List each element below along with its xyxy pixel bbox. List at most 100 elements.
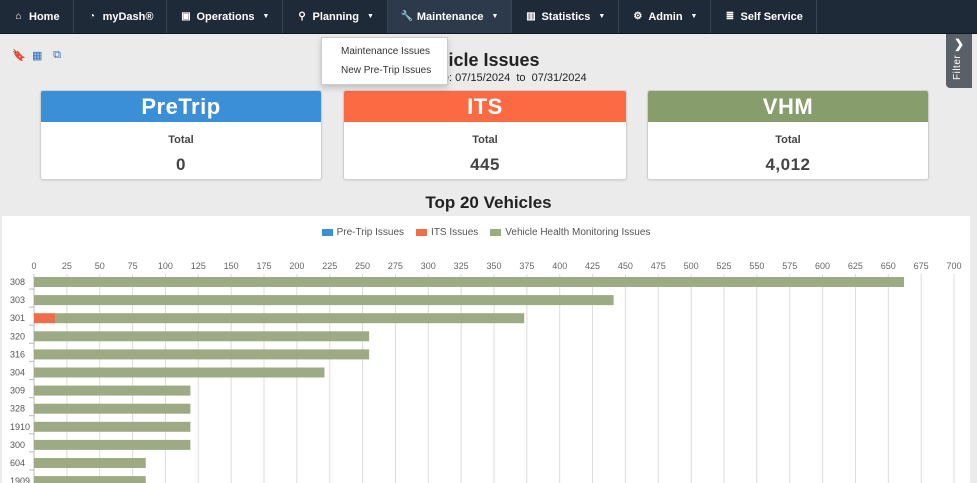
bar-vehicle-health-monitoring-issues[interactable] <box>34 331 370 342</box>
wrench-icon: 🔧 <box>400 11 414 22</box>
external-link-icon[interactable]: ⧉ <box>53 49 61 61</box>
card-label: Total <box>472 134 498 146</box>
y-tick-label: 300 <box>10 440 25 450</box>
x-tick-label: 450 <box>618 261 633 271</box>
card-label: Total <box>775 134 801 146</box>
nav-item-admin[interactable]: ⚙ Admin ▼ <box>619 0 712 33</box>
filter-tab[interactable]: ❯ Filter <box>946 34 972 88</box>
bus-icon: ▣ <box>181 11 191 22</box>
x-tick-label: 600 <box>815 261 830 271</box>
x-tick-label: 525 <box>716 261 731 271</box>
x-tick-label: 425 <box>585 261 600 271</box>
x-tick-label: 650 <box>881 261 896 271</box>
nav-item-planning[interactable]: ⚲ Planning ▼ <box>283 0 388 33</box>
bar-vehicle-health-monitoring-issues[interactable] <box>34 476 146 483</box>
database-icon: ≣ <box>725 11 735 22</box>
pretrip-card: PreTrip Total 0 <box>40 90 322 180</box>
card-value: 4,012 <box>765 155 811 174</box>
card-value: 445 <box>470 155 500 174</box>
x-tick-label: 100 <box>158 261 173 271</box>
nav-item-self-service[interactable]: ≣ Self Service <box>711 0 817 33</box>
x-tick-label: 25 <box>62 261 72 271</box>
filter-label: Filter <box>952 54 963 80</box>
legend-label: ITS Issues <box>431 227 479 238</box>
nav-item-mydash[interactable]: ◔ myDash® <box>74 0 168 33</box>
x-tick-label: 675 <box>914 261 929 271</box>
bar-vehicle-health-monitoring-issues[interactable] <box>34 439 191 450</box>
nav-item-label: myDash® <box>102 10 154 23</box>
y-tick-label: 308 <box>10 277 25 287</box>
bar-vehicle-health-monitoring-issues[interactable] <box>34 458 146 468</box>
caret-down-icon: ▼ <box>690 13 698 20</box>
legend-swatch <box>416 229 428 236</box>
dropdown-item[interactable]: New Pre-Trip Issues <box>341 65 432 76</box>
calendar-icon[interactable]: ▦ <box>32 50 43 62</box>
nav-item-label: Statistics <box>541 10 591 23</box>
x-tick-label: 225 <box>322 261 337 271</box>
x-tick-label: 625 <box>848 261 863 271</box>
maintenance-dropdown-menu: Maintenance Issues New Pre-Trip Issues <box>321 37 448 85</box>
chevron-right-icon: ❯ <box>953 37 965 51</box>
map-marker-icon: ⚲ <box>298 11 306 22</box>
caret-down-icon: ▼ <box>262 13 270 20</box>
dropdown-item[interactable]: Maintenance Issues <box>341 46 430 57</box>
legend-swatch <box>490 229 502 236</box>
y-tick-label: 304 <box>10 368 25 378</box>
x-tick-label: 175 <box>256 261 271 271</box>
y-tick-label: 320 <box>10 331 25 341</box>
bar-vehicle-health-monitoring-issues[interactable] <box>34 277 905 287</box>
nav-item-label: Planning <box>312 10 359 23</box>
bar-its-issues[interactable] <box>34 313 56 324</box>
x-tick-label: 125 <box>191 261 206 271</box>
nav-item-home[interactable]: ⌂ Home <box>0 0 74 33</box>
caret-down-icon: ▼ <box>491 13 499 20</box>
dashboard-icon: ◔ <box>89 11 96 22</box>
y-tick-label: 604 <box>10 458 25 468</box>
top-navbar: ⌂ Home ◔ myDash® ▣ Operations ▼ ⚲ Planning ▼ 🔧 Main… <box>0 0 977 34</box>
x-tick-label: 325 <box>454 261 469 271</box>
bar-vehicle-health-monitoring-issues[interactable] <box>34 367 325 378</box>
caret-down-icon: ▼ <box>598 13 606 20</box>
nav-item-operations[interactable]: ▣ Operations ▼ <box>167 0 284 33</box>
x-tick-label: 75 <box>128 261 138 271</box>
nav-item-statistics[interactable]: ▥ Statistics ▼ <box>512 0 620 33</box>
report-tools: 🔖 ▦ ⧉ <box>12 49 62 62</box>
y-tick-label: 309 <box>10 386 25 396</box>
chart-legend: Pre-Trip Issues ITS Issues Vehicle Health … <box>2 227 970 238</box>
x-tick-label: 250 <box>355 261 370 271</box>
home-icon: ⌂ <box>15 11 22 22</box>
y-tick-label: 316 <box>10 349 25 359</box>
nav-item-label: Self Service <box>740 10 803 23</box>
nav-item-label: Home <box>29 10 60 23</box>
card-value: 0 <box>176 155 186 174</box>
legend-label: Pre-Trip Issues <box>336 227 405 238</box>
caret-down-icon: ▼ <box>366 13 374 20</box>
x-tick-label: 350 <box>486 261 501 271</box>
its-card: ITS Total 445 <box>343 90 627 180</box>
card-title: VHM <box>648 91 928 122</box>
nav-item-label: Maintenance <box>416 10 484 23</box>
chart-panel: Pre-Trip Issues ITS Issues Vehicle Health … <box>2 216 970 483</box>
date-range: Date Range: 07/15/2024 to 07/31/2024 <box>390 72 587 84</box>
bar-vehicle-health-monitoring-issues[interactable] <box>34 295 614 306</box>
legend-item[interactable]: Vehicle Health Monitoring Issues <box>490 227 650 238</box>
bar-vehicle-health-monitoring-issues[interactable] <box>55 313 525 324</box>
x-tick-label: 200 <box>289 261 304 271</box>
legend-item[interactable]: Pre-Trip Issues <box>321 227 405 238</box>
legend-item[interactable]: ITS Issues <box>416 227 478 238</box>
x-tick-label: 575 <box>782 261 797 271</box>
bar-vehicle-health-monitoring-issues[interactable] <box>34 403 191 414</box>
nav-item-maintenance[interactable]: 🔧 Maintenance ▼ <box>387 0 513 33</box>
x-tick-label: 275 <box>388 261 403 271</box>
card-title: ITS <box>344 91 626 122</box>
y-tick-label: 328 <box>10 404 25 414</box>
nav-item-label: Admin <box>648 10 683 23</box>
y-tick-label: 303 <box>10 295 25 305</box>
x-tick-label: 500 <box>684 261 699 271</box>
bar-vehicle-health-monitoring-issues[interactable] <box>34 385 191 396</box>
bar-vehicle-health-monitoring-issues[interactable] <box>34 349 370 360</box>
bank-icon: ▥ <box>526 11 536 22</box>
card-label: Total <box>168 134 194 146</box>
cogs-icon: ⚙ <box>633 11 643 22</box>
bar-vehicle-health-monitoring-issues[interactable] <box>34 421 191 432</box>
